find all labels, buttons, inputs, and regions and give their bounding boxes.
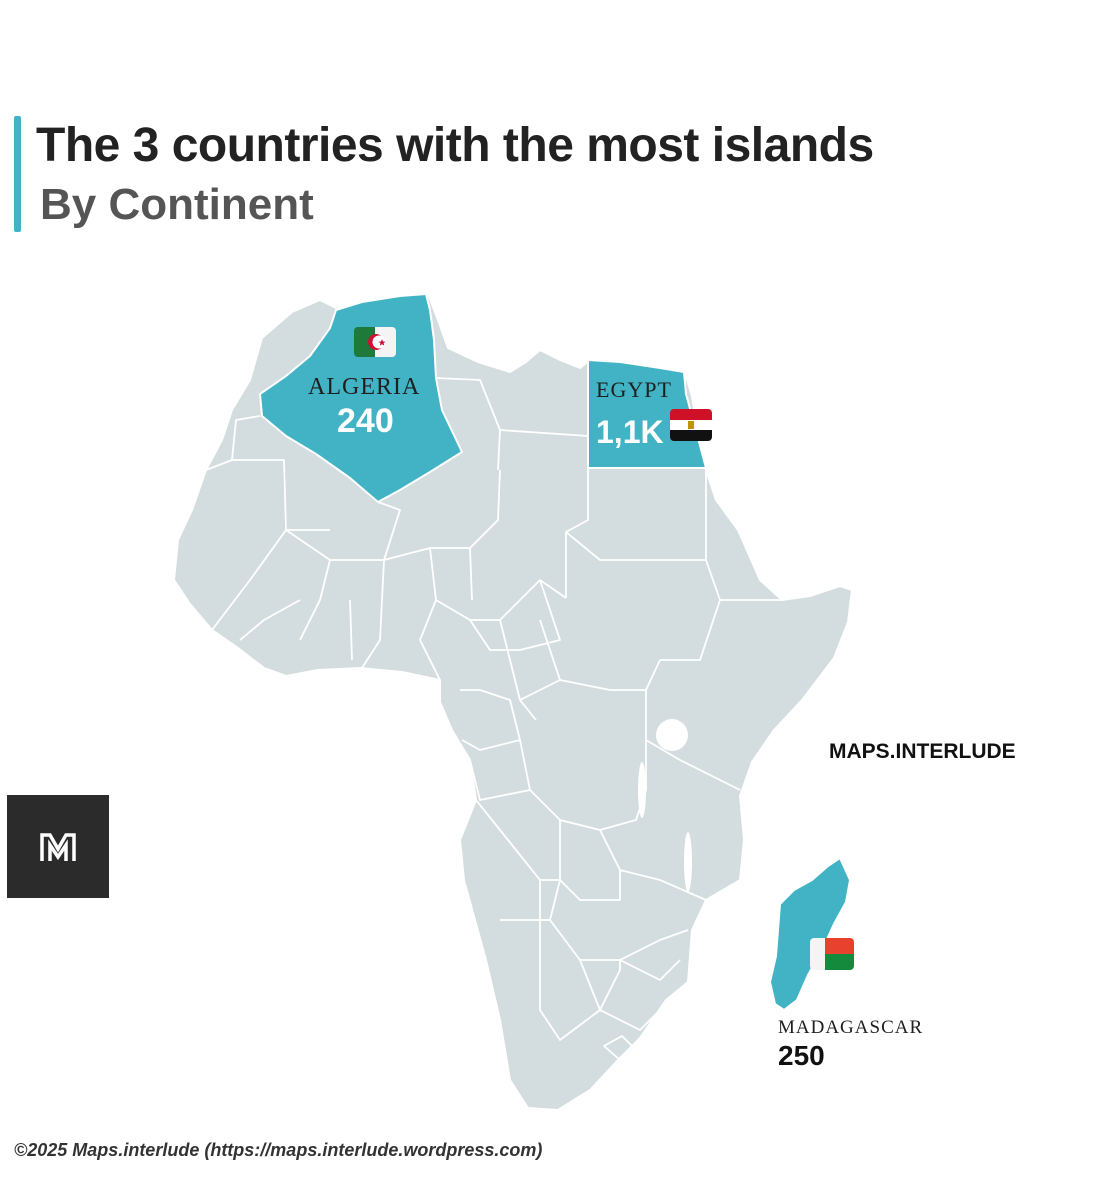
algeria-name-label: ALGERIA [308,374,421,400]
watermark-label: MAPS.INTERLUDE [829,740,1016,763]
algeria-flag-icon [354,327,396,357]
madagascar-flag-icon [810,938,854,970]
egypt-name-label: EGYPT [596,377,672,402]
lake-malawi [684,832,692,892]
country-borders [205,377,782,1061]
madagascar-shape [769,857,851,1011]
page-subtitle: By Continent [40,180,314,229]
egypt-value-label: 1,1K [596,414,664,450]
madagascar-value-label: 250 [778,1040,825,1071]
lake-victoria [656,719,688,751]
brand-logo [7,795,109,898]
egypt-shape [587,359,707,469]
copyright-footer: ©2025 Maps.interlude (https://maps.inter… [14,1140,543,1160]
lake-tanganyika [638,762,646,818]
title-accent-bar [14,116,21,232]
algeria-shape [259,293,463,503]
algeria-value-label: 240 [337,402,394,440]
m-logo-icon [40,832,76,861]
madagascar-name-label: MADAGASCAR [778,1017,924,1038]
africa-mainland [173,293,853,1111]
page-title: The 3 countries with the most islands [36,119,874,172]
egypt-flag-icon [670,409,712,441]
